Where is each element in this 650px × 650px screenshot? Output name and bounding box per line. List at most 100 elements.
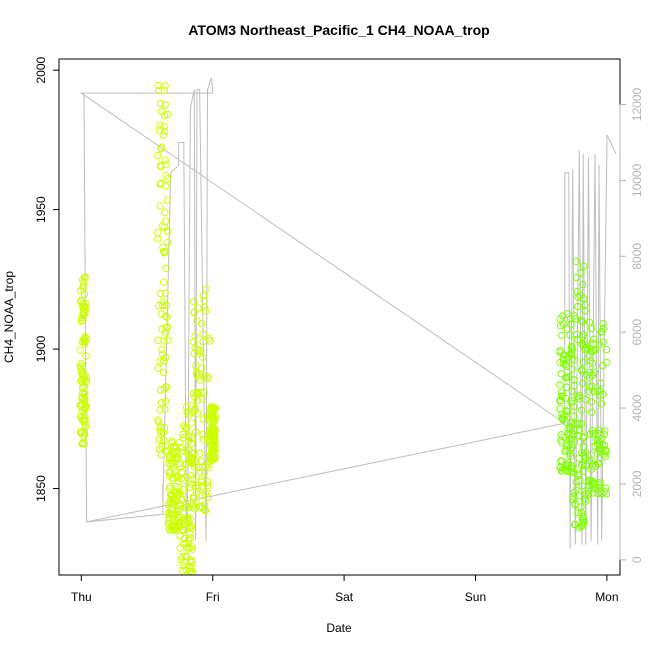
data-point <box>155 418 163 427</box>
data-point <box>600 430 608 439</box>
data-point <box>81 402 90 410</box>
data-point <box>201 505 209 514</box>
data-point <box>156 423 165 431</box>
data-point <box>160 368 168 377</box>
data-point <box>186 515 195 523</box>
data-point <box>199 353 207 361</box>
data-point <box>168 506 176 514</box>
data-point <box>166 482 174 491</box>
data-point <box>201 507 210 515</box>
data-point <box>77 364 85 372</box>
data-point <box>570 412 578 420</box>
data-point <box>191 428 200 436</box>
data-point <box>564 440 573 449</box>
data-point <box>82 403 90 411</box>
data-point <box>170 525 179 534</box>
data-point <box>197 457 205 465</box>
data-point <box>154 81 162 90</box>
x-tick-label: Sun <box>465 590 486 604</box>
data-point <box>156 406 164 414</box>
data-point <box>168 437 176 445</box>
data-point <box>573 287 581 296</box>
data-point <box>175 488 184 496</box>
data-point <box>78 393 87 401</box>
data-point <box>192 457 200 466</box>
data-point <box>154 364 162 372</box>
data-point <box>177 474 186 483</box>
data-point <box>556 396 565 404</box>
data-point <box>189 493 198 501</box>
data-point <box>158 143 166 151</box>
data-point <box>80 391 88 399</box>
y2-tick-label: 10000 <box>630 163 644 197</box>
data-point <box>162 312 170 320</box>
data-point <box>176 505 184 513</box>
data-point <box>165 472 174 480</box>
data-point <box>578 318 586 326</box>
data-point <box>197 347 205 355</box>
data-point <box>574 293 582 301</box>
secondary-series-line <box>79 77 617 549</box>
data-point <box>177 496 186 504</box>
data-point <box>202 462 210 470</box>
data-point <box>579 341 587 349</box>
data-point <box>80 428 89 436</box>
data-point <box>588 456 596 464</box>
data-point <box>601 453 609 461</box>
data-point <box>191 343 199 352</box>
data-point <box>178 495 187 503</box>
data-point <box>165 519 173 528</box>
data-point <box>186 530 194 538</box>
data-point <box>557 393 566 401</box>
data-point <box>566 445 575 454</box>
data-point <box>585 352 593 360</box>
y-axis-label: CH4_NOAA_trop <box>2 271 16 363</box>
data-point <box>78 276 87 284</box>
data-point <box>77 359 86 368</box>
data-point <box>157 399 166 407</box>
data-point <box>181 423 190 432</box>
data-point <box>204 373 213 381</box>
data-point <box>573 335 582 344</box>
data-point <box>168 458 176 466</box>
data-point <box>196 468 204 476</box>
x-axis: Thu Fri Sat Sun Mon <box>71 574 619 604</box>
data-point <box>578 516 586 525</box>
x-tick-label: Mon <box>595 590 618 604</box>
data-point <box>181 460 189 469</box>
data-point <box>196 449 204 457</box>
data-point <box>578 340 586 348</box>
data-point <box>192 389 201 398</box>
data-point <box>154 336 162 344</box>
y-axis-right: 0 2000 4000 6000 8000 10000 12000 <box>619 88 644 563</box>
data-point <box>187 471 196 480</box>
data-point <box>593 449 601 457</box>
data-point <box>161 397 170 405</box>
data-point <box>179 476 188 485</box>
data-point <box>566 449 574 457</box>
data-point <box>162 161 171 169</box>
y2-tick-label: 12000 <box>630 88 644 122</box>
data-point <box>76 346 84 354</box>
data-point <box>163 323 172 331</box>
data-point <box>185 410 193 419</box>
data-point <box>160 111 169 120</box>
data-point <box>181 552 189 560</box>
data-point <box>574 393 582 401</box>
data-point <box>572 257 580 266</box>
data-point <box>80 278 88 286</box>
data-point <box>154 228 162 237</box>
data-point <box>579 433 588 441</box>
data-point <box>77 429 85 437</box>
data-point <box>580 491 589 500</box>
data-point <box>171 453 180 461</box>
data-point <box>177 443 186 452</box>
data-point <box>166 456 174 464</box>
data-point <box>577 316 585 325</box>
data-point <box>208 427 216 435</box>
data-point <box>557 389 566 397</box>
data-point <box>579 358 587 366</box>
data-point <box>183 408 191 416</box>
data-point <box>198 395 206 403</box>
data-point <box>568 440 576 448</box>
